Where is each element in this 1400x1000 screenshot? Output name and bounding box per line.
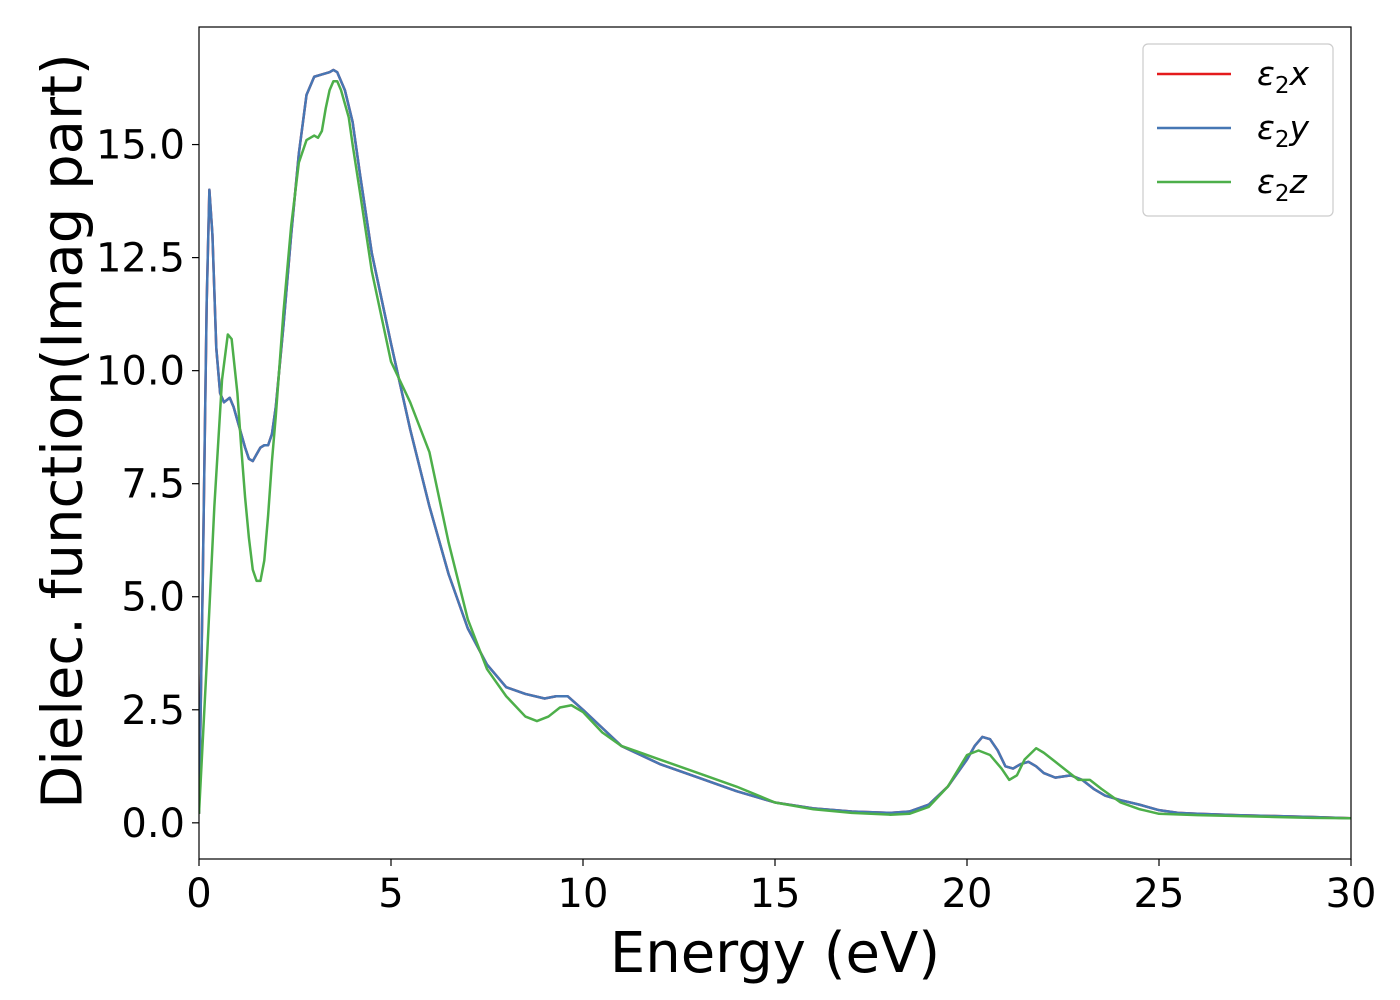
y-tick-label: 12.5 [96, 236, 185, 282]
x-axis: 0 5 10 15 20 25 30 [186, 859, 1376, 917]
x-tick-label: 0 [186, 871, 211, 917]
x-tick-label: 20 [942, 871, 993, 917]
y-tick-label: 15.0 [96, 123, 185, 169]
series-line-2 [199, 80, 1351, 820]
legend-frame [1142, 43, 1334, 217]
y-tick-label: 7.5 [121, 462, 185, 508]
y-tick-label: 0.0 [121, 801, 185, 847]
legend-label-2: ε2z [1257, 162, 1307, 207]
y-axis: 0.0 2.5 5.0 7.5 10.0 12.5 15.0 [96, 123, 199, 847]
x-tick-label: 5 [378, 871, 403, 917]
series-line-1 [199, 68, 1351, 820]
x-tick-label: 10 [558, 871, 609, 917]
y-tick-label: 5.0 [121, 575, 185, 621]
legend: ε2x ε2y ε2z [1142, 43, 1334, 217]
x-tick-label: 25 [1134, 871, 1185, 917]
series-layer [199, 68, 1351, 820]
y-axis-title: Dielec. function(Imag part) [31, 53, 96, 809]
y-tick-label: 10.0 [96, 349, 185, 395]
y-tick-label: 2.5 [121, 688, 185, 734]
legend-label-0: ε2x [1257, 54, 1309, 99]
legend-label-1: ε2y [1257, 108, 1309, 153]
x-tick-label: 15 [750, 871, 801, 917]
x-tick-label: 30 [1326, 871, 1377, 917]
x-axis-title: Energy (eV) [610, 921, 940, 986]
